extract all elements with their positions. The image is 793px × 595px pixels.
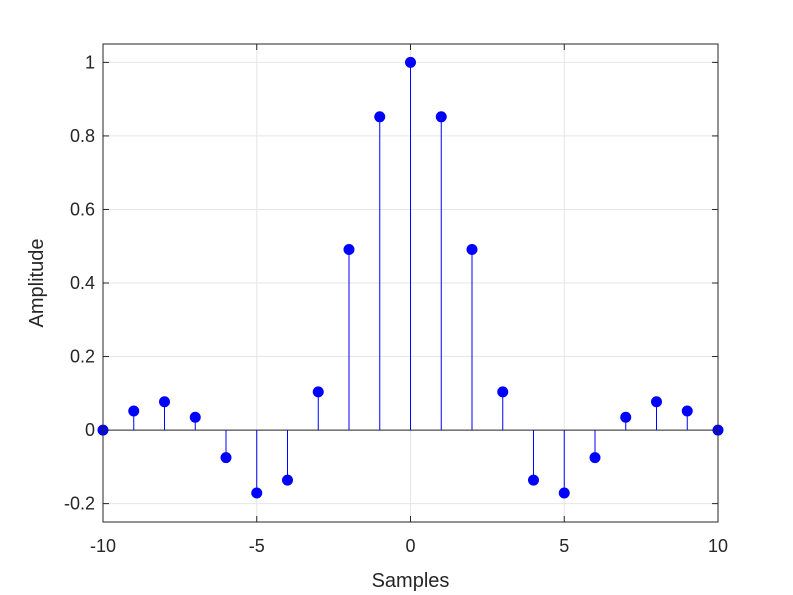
y-tick-label: 0 xyxy=(85,420,95,440)
stem-marker xyxy=(220,452,232,464)
tick-marks xyxy=(102,44,719,522)
stem-marker xyxy=(282,474,293,486)
x-tick-label: -5 xyxy=(249,536,265,556)
y-axis-label: Amplitude xyxy=(26,239,48,328)
x-tick-label: -10 xyxy=(90,536,116,556)
x-axis-label: Samples xyxy=(372,570,450,592)
stem-marker xyxy=(343,244,355,256)
stem-marker xyxy=(528,474,539,486)
y-tick-labels: -0.2 0 0.2 0.4 0.6 0.8 1 xyxy=(64,52,95,513)
stem-marker xyxy=(620,411,632,423)
stem-marker xyxy=(374,111,386,123)
stem-marker xyxy=(435,111,447,123)
x-tick-label: 5 xyxy=(559,536,569,556)
y-tick-label: 1 xyxy=(85,52,95,72)
stem-marker xyxy=(651,396,662,408)
y-tick-label: 0.2 xyxy=(70,347,95,367)
x-tick-label: 0 xyxy=(405,536,415,556)
stem-marker xyxy=(681,405,693,417)
stem-marker xyxy=(128,405,140,417)
stem-marker xyxy=(251,487,263,499)
stem-marker xyxy=(558,487,570,499)
y-tick-label: 0.8 xyxy=(70,126,95,146)
y-tick-label: 0.4 xyxy=(70,273,95,293)
x-tick-labels: -10 -5 0 5 10 xyxy=(90,536,728,556)
stem-marker xyxy=(497,386,509,398)
y-tick-label: -0.2 xyxy=(64,494,95,514)
y-tick-label: 0.6 xyxy=(70,199,95,219)
stem-marker xyxy=(312,386,324,398)
x-tick-label: 10 xyxy=(708,536,728,556)
stem-marker xyxy=(405,56,416,68)
stem-marker xyxy=(159,396,170,408)
stem-marker xyxy=(466,244,478,256)
stems xyxy=(133,62,688,493)
stem-marker xyxy=(589,452,601,464)
stem-marker xyxy=(189,411,201,423)
